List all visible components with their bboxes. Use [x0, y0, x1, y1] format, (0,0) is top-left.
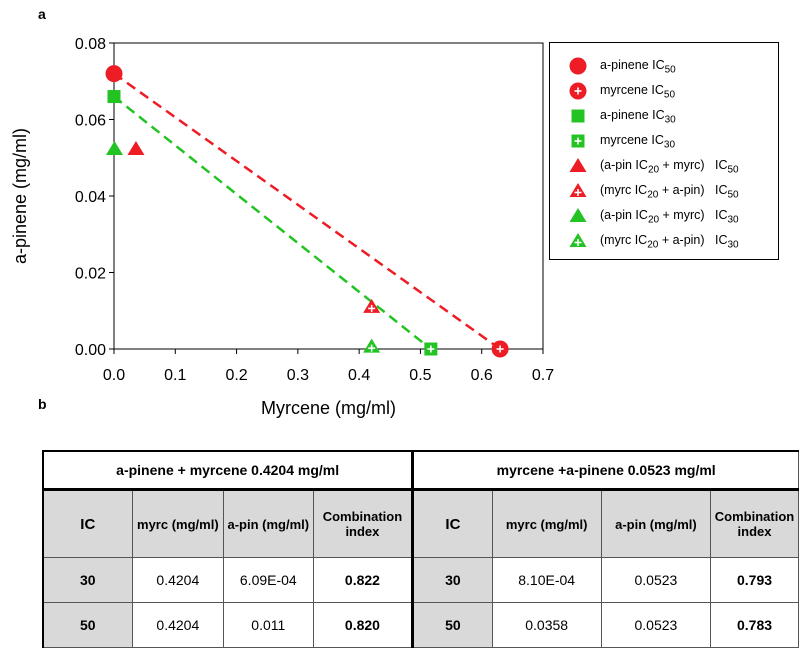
legend-marker — [569, 208, 587, 222]
legend-marker-shape — [569, 158, 587, 172]
legend-marker — [569, 183, 587, 197]
legend-marker-shape — [569, 183, 587, 197]
header-myrc: myrc (mg/ml) — [131, 489, 225, 558]
legend-marker-shape — [571, 109, 585, 123]
marker-shape — [569, 57, 587, 75]
table-cell: 0.4204 — [131, 602, 225, 648]
data-point — [363, 338, 381, 353]
legend-label: (a-pin IC20 + myrc) IC50 — [600, 158, 739, 176]
legend-item: a-pinene IC50 — [550, 55, 778, 77]
y-tick-label: 0.06 — [75, 113, 106, 130]
table-row: 50 0.4204 0.011 0.820 50 0.0358 0.0523 0… — [41, 602, 799, 648]
data-point — [127, 140, 145, 155]
legend-marker — [569, 158, 587, 172]
y-tick-label: 0.02 — [75, 266, 106, 283]
table-cell: 0.783 — [710, 602, 799, 648]
data-point — [105, 140, 123, 155]
table-cell: 50 — [411, 602, 493, 648]
chart-legend: a-pinene IC50 myrcene IC50 a-pinene IC30 my… — [549, 42, 779, 260]
legend-label: (a-pin IC20 + myrc) IC30 — [600, 208, 739, 226]
table-group-right: myrcene +a-pinene 0.0523 mg/ml — [411, 450, 799, 491]
legend-marker-shape — [569, 208, 587, 222]
x-tick-label: 0.7 — [532, 367, 554, 384]
marker-shape — [569, 208, 587, 222]
table-cell: 0.822 — [312, 557, 414, 603]
scatter-chart: 0.00 0.02 0.04 0.06 0.08 0.0 0.1 0.2 0.3 0.4 0.5 0.… — [10, 36, 554, 418]
x-tick-label: 0.5 — [409, 367, 431, 384]
table-row: 30 0.4204 6.09E-04 0.822 30 8.10E-04 0.0… — [41, 557, 799, 603]
header-ic: IC — [41, 489, 133, 558]
legend-item: (myrc IC20 + a-pin) IC50 — [550, 180, 778, 202]
legend-marker — [571, 134, 585, 148]
legend-label: a-pinene IC30 — [600, 108, 676, 126]
panel-label-b: b — [38, 396, 47, 412]
table-cell: 50 — [41, 602, 133, 648]
header-myrc: myrc (mg/ml) — [491, 489, 602, 558]
table-cell: 0.011 — [223, 602, 314, 648]
x-tick-label: 0.6 — [471, 367, 493, 384]
table-cell: 6.09E-04 — [223, 557, 314, 603]
legend-label: myrcene IC50 — [600, 83, 676, 101]
legend-marker-shape — [569, 57, 587, 75]
table-cell: 30 — [411, 557, 493, 603]
legend-item: (myrc IC20 + a-pin) IC30 — [550, 230, 778, 252]
data-point — [363, 298, 381, 313]
data-point — [107, 90, 121, 104]
y-tick-label: 0.00 — [75, 342, 106, 359]
table-cell: 0.4204 — [131, 557, 225, 603]
x-axis-label: Myrcene (mg/ml) — [261, 398, 396, 418]
legend-item: (a-pin IC20 + myrc) IC30 — [550, 205, 778, 227]
legend-label: (myrc IC20 + a-pin) IC50 — [600, 183, 739, 201]
x-tick-label: 0.3 — [287, 367, 309, 384]
marker-shape — [105, 140, 123, 155]
x-tick-label: 0.0 — [103, 367, 125, 384]
y-tick-label: 0.04 — [75, 189, 106, 206]
header-ic: IC — [411, 489, 493, 558]
table-cell: 8.10E-04 — [491, 557, 602, 603]
x-tick-label: 0.4 — [348, 367, 370, 384]
table-cell: 0.0523 — [600, 557, 712, 603]
panel-label-a: a — [38, 6, 46, 22]
data-point — [105, 65, 123, 83]
marker-shape — [127, 140, 145, 155]
legend-item: a-pinene IC30 — [550, 105, 778, 127]
y-tick-label: 0.08 — [75, 36, 106, 53]
marker-shape — [107, 90, 121, 104]
combination-index-table: a-pinene + myrcene 0.4204 mg/ml myrcene … — [41, 450, 799, 648]
legend-marker — [569, 233, 587, 247]
legend-marker — [571, 109, 585, 123]
legend-marker-shape — [569, 233, 587, 247]
header-a-pin: a-pin (mg/ml) — [600, 489, 712, 558]
legend-item: myrcene IC50 — [550, 80, 778, 102]
plot-area — [113, 42, 544, 350]
table-cell: 0.0523 — [600, 602, 712, 648]
legend-marker-shape — [571, 134, 585, 148]
data-point — [491, 340, 509, 358]
legend-label: (myrc IC20 + a-pin) IC30 — [600, 233, 739, 251]
y-axis-label: a-pinene (mg/ml) — [10, 128, 30, 264]
table-cell: 30 — [41, 557, 133, 603]
data-point — [424, 342, 438, 356]
table-cell: 0.793 — [710, 557, 799, 603]
header-a-pin: a-pin (mg/ml) — [223, 489, 314, 558]
legend-item: myrcene IC30 — [550, 130, 778, 152]
legend-marker — [569, 57, 587, 75]
table-cell: 0.820 — [312, 602, 414, 648]
legend-label: a-pinene IC50 — [600, 58, 676, 76]
legend-item: (a-pin IC20 + myrc) IC50 — [550, 155, 778, 177]
table-group-left: a-pinene + myrcene 0.4204 mg/ml — [42, 450, 414, 491]
header-combination-index: Combination index — [710, 489, 799, 558]
marker-shape — [569, 158, 587, 172]
x-tick-label: 0.2 — [225, 367, 247, 384]
isobole-line — [113, 72, 501, 351]
legend-marker-shape — [569, 82, 587, 100]
table-cell: 0.0358 — [491, 602, 602, 648]
legend-label: myrcene IC30 — [600, 133, 676, 151]
isobole-line — [113, 95, 432, 350]
marker-shape — [571, 109, 585, 123]
legend-marker — [569, 82, 587, 100]
header-combination-index: Combination index — [312, 489, 414, 558]
x-tick-label: 0.1 — [164, 367, 186, 384]
marker-shape — [105, 65, 123, 83]
